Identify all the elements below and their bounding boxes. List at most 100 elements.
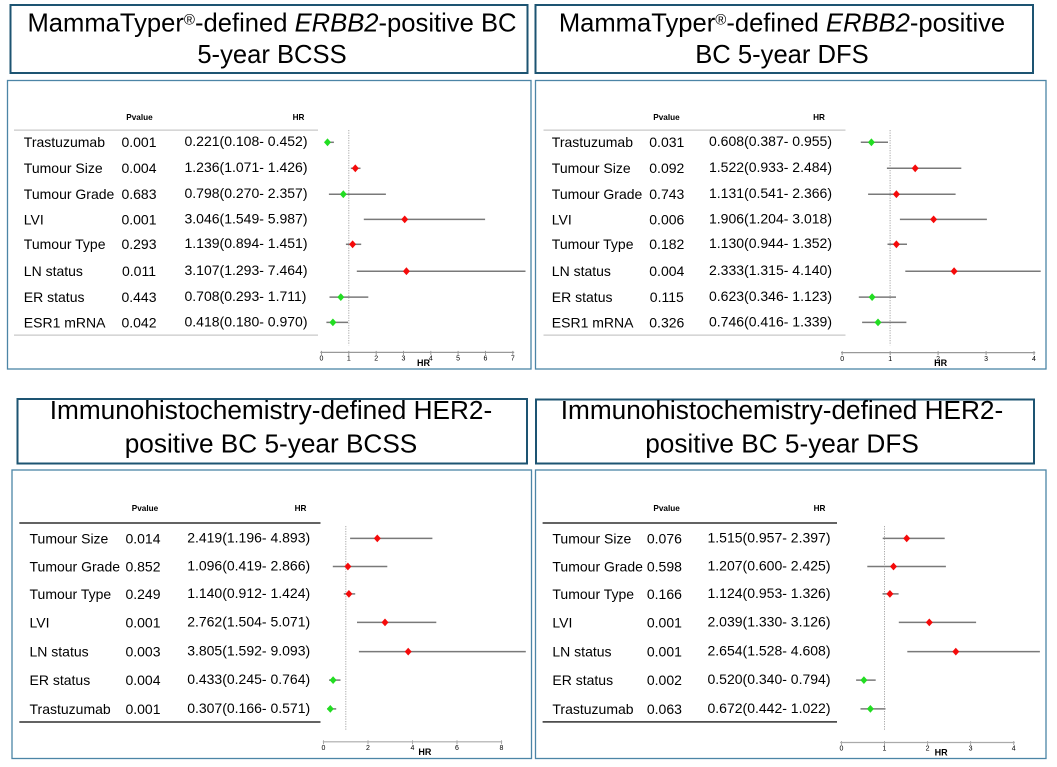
svg-text:4: 4 xyxy=(411,745,415,752)
svg-text:Tumour Type: Tumour Type xyxy=(30,586,112,602)
svg-text:4: 4 xyxy=(429,356,433,363)
svg-text:0.063: 0.063 xyxy=(647,701,682,717)
svg-text:0.221(0.108- 0.452): 0.221(0.108- 0.452) xyxy=(185,133,308,149)
svg-text:Tumour Type: Tumour Type xyxy=(552,236,634,252)
svg-text:MammaTyper®-defined ERBB2-posi: MammaTyper®-defined ERBB2-positive BC xyxy=(27,10,516,38)
svg-text:0.249: 0.249 xyxy=(125,586,160,602)
svg-text:positive BC 5-year BCSS: positive BC 5-year BCSS xyxy=(125,429,418,459)
svg-text:0.004: 0.004 xyxy=(125,672,160,688)
svg-text:Tumour Size: Tumour Size xyxy=(24,160,103,176)
svg-text:0.115: 0.115 xyxy=(650,289,684,305)
svg-text:0.014: 0.014 xyxy=(125,530,160,546)
svg-text:0.418(0.180- 0.970): 0.418(0.180- 0.970) xyxy=(185,313,308,329)
svg-text:0.293: 0.293 xyxy=(121,236,156,252)
svg-text:Pvalue: Pvalue xyxy=(653,113,680,122)
svg-text:0.004: 0.004 xyxy=(121,160,156,176)
svg-text:0.001: 0.001 xyxy=(121,211,156,227)
svg-text:1: 1 xyxy=(888,356,892,363)
svg-text:1.131(0.541- 2.366): 1.131(0.541- 2.366) xyxy=(709,185,832,201)
svg-text:1.207(0.600- 2.425): 1.207(0.600- 2.425) xyxy=(708,557,831,573)
svg-text:HR: HR xyxy=(417,358,430,368)
svg-text:0.182: 0.182 xyxy=(649,236,684,252)
svg-text:5-year BCSS: 5-year BCSS xyxy=(197,41,346,69)
svg-text:3.046(1.549- 5.987): 3.046(1.549- 5.987) xyxy=(185,210,308,226)
svg-text:LN status: LN status xyxy=(552,263,611,279)
svg-text:1.236(1.071- 1.426): 1.236(1.071- 1.426) xyxy=(185,159,308,175)
svg-text:7: 7 xyxy=(511,356,515,363)
svg-text:0.001: 0.001 xyxy=(125,701,160,717)
svg-text:2.039(1.330- 3.126): 2.039(1.330- 3.126) xyxy=(708,613,831,629)
svg-text:Tumour Grade: Tumour Grade xyxy=(30,558,121,574)
svg-text:LVI: LVI xyxy=(30,614,50,630)
svg-text:0.746(0.416- 1.339): 0.746(0.416- 1.339) xyxy=(709,313,832,329)
svg-text:HR: HR xyxy=(293,113,305,122)
svg-text:HR: HR xyxy=(418,747,431,757)
svg-text:ESR1 mRNA: ESR1 mRNA xyxy=(552,314,634,330)
svg-text:Tumour Type: Tumour Type xyxy=(24,236,106,252)
svg-text:0: 0 xyxy=(840,745,844,752)
svg-text:Tumour Grade: Tumour Grade xyxy=(552,558,643,574)
svg-text:0.326: 0.326 xyxy=(649,314,684,330)
svg-text:0.011: 0.011 xyxy=(122,263,156,279)
svg-text:ER status: ER status xyxy=(552,289,613,305)
svg-text:Pvalue: Pvalue xyxy=(126,113,153,122)
svg-text:0.003: 0.003 xyxy=(125,644,160,660)
svg-text:6: 6 xyxy=(484,356,488,363)
svg-text:2: 2 xyxy=(374,356,378,363)
svg-text:LVI: LVI xyxy=(24,211,44,227)
svg-text:Tumour Size: Tumour Size xyxy=(552,160,631,176)
svg-text:LN status: LN status xyxy=(552,644,611,660)
svg-text:0.708(0.293- 1.711): 0.708(0.293- 1.711) xyxy=(185,288,307,304)
svg-text:Trastuzumab: Trastuzumab xyxy=(24,134,105,150)
svg-text:3: 3 xyxy=(402,356,406,363)
svg-text:1.096(0.419- 2.866): 1.096(0.419- 2.866) xyxy=(187,557,310,573)
svg-text:LN status: LN status xyxy=(30,644,89,660)
svg-text:HR: HR xyxy=(934,358,947,368)
svg-text:0.002: 0.002 xyxy=(647,672,682,688)
svg-text:2: 2 xyxy=(936,356,940,363)
svg-text:0.608(0.387- 0.955): 0.608(0.387- 0.955) xyxy=(709,133,832,149)
svg-text:HR: HR xyxy=(295,504,307,513)
svg-text:1.515(0.957- 2.397): 1.515(0.957- 2.397) xyxy=(708,529,831,545)
svg-text:2.419(1.196- 4.893): 2.419(1.196- 4.893) xyxy=(187,529,310,545)
svg-text:4: 4 xyxy=(1012,745,1016,752)
svg-text:0.433(0.245- 0.764): 0.433(0.245- 0.764) xyxy=(187,671,310,687)
svg-text:2: 2 xyxy=(366,745,370,752)
svg-text:2.762(1.504- 5.071): 2.762(1.504- 5.071) xyxy=(187,613,310,629)
svg-text:2.333(1.315- 4.140): 2.333(1.315- 4.140) xyxy=(709,262,832,278)
svg-text:0.307(0.166- 0.571): 0.307(0.166- 0.571) xyxy=(187,700,310,716)
svg-text:Trastuzumab: Trastuzumab xyxy=(552,701,633,717)
svg-text:1.124(0.953- 1.326): 1.124(0.953- 1.326) xyxy=(708,585,831,601)
svg-text:HR: HR xyxy=(814,504,826,513)
svg-text:Pvalue: Pvalue xyxy=(132,504,159,513)
svg-text:0.092: 0.092 xyxy=(649,160,684,176)
svg-text:3.805(1.592- 9.093): 3.805(1.592- 9.093) xyxy=(187,643,310,659)
svg-text:0: 0 xyxy=(320,356,324,363)
svg-text:0.798(0.270- 2.357): 0.798(0.270- 2.357) xyxy=(185,185,308,201)
svg-text:0.006: 0.006 xyxy=(649,211,684,227)
svg-text:1: 1 xyxy=(883,745,887,752)
svg-text:0.598: 0.598 xyxy=(647,558,682,574)
svg-text:3.107(1.293- 7.464): 3.107(1.293- 7.464) xyxy=(185,262,308,278)
svg-text:5: 5 xyxy=(456,356,460,363)
svg-text:Immunohistochemistry-defined H: Immunohistochemistry-defined HER2- xyxy=(50,395,492,425)
svg-text:Trastuzumab: Trastuzumab xyxy=(30,701,111,717)
svg-text:1.130(0.944- 1.352): 1.130(0.944- 1.352) xyxy=(709,235,832,251)
svg-text:Tumour Type: Tumour Type xyxy=(552,586,634,602)
svg-text:Tumour Grade: Tumour Grade xyxy=(24,186,115,202)
svg-text:0.042: 0.042 xyxy=(121,314,156,330)
svg-text:Tumour Size: Tumour Size xyxy=(30,530,109,546)
svg-text:positive BC 5-year DFS: positive BC 5-year DFS xyxy=(645,429,919,459)
svg-text:0.001: 0.001 xyxy=(647,644,682,660)
svg-text:2.654(1.528- 4.608): 2.654(1.528- 4.608) xyxy=(708,643,831,659)
svg-text:2: 2 xyxy=(926,745,930,752)
svg-text:0.443: 0.443 xyxy=(121,289,156,305)
svg-text:1: 1 xyxy=(347,356,351,363)
svg-text:0.672(0.442- 1.022): 0.672(0.442- 1.022) xyxy=(708,700,831,716)
svg-text:0.004: 0.004 xyxy=(649,263,684,279)
svg-text:Tumour Size: Tumour Size xyxy=(552,530,631,546)
svg-text:1.522(0.933- 2.484): 1.522(0.933- 2.484) xyxy=(709,159,832,175)
svg-text:6: 6 xyxy=(455,745,459,752)
svg-text:1.140(0.912- 1.424): 1.140(0.912- 1.424) xyxy=(187,585,310,601)
svg-text:LN status: LN status xyxy=(24,263,83,279)
